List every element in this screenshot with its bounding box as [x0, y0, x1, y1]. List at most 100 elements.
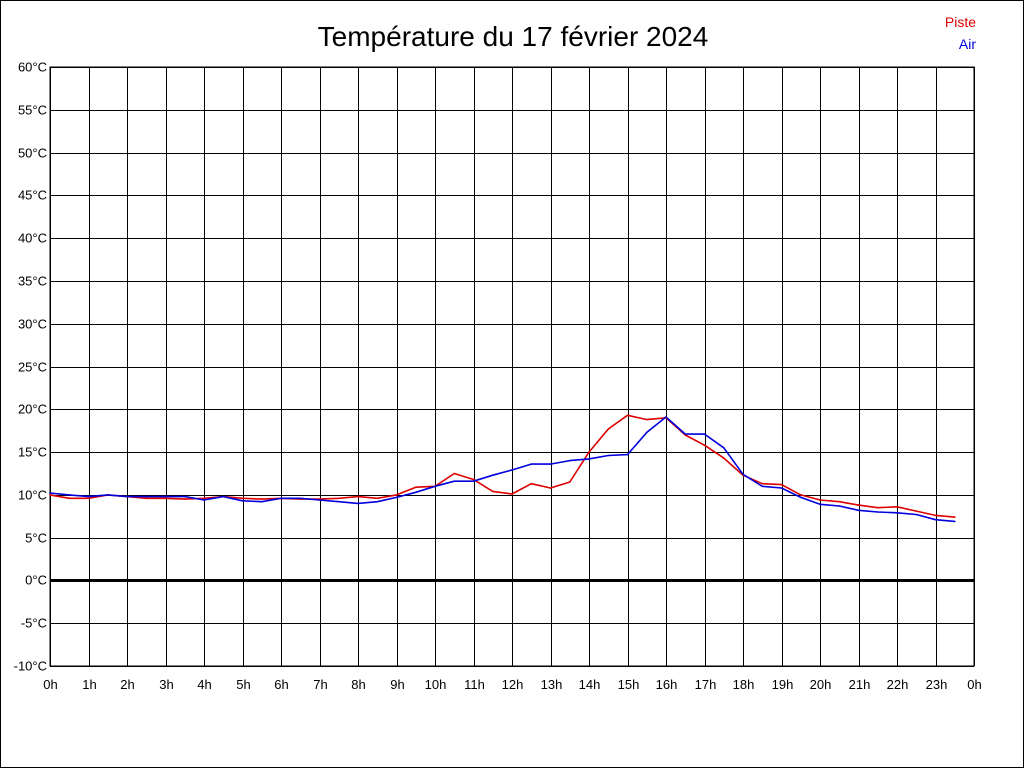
- data-point-piste: [549, 487, 552, 489]
- data-point-air: [318, 499, 321, 501]
- y-tick-label: 40°C: [18, 231, 47, 246]
- chart-title: Température du 17 février 2024: [318, 21, 709, 52]
- data-point-air: [511, 469, 513, 471]
- x-tick-label: 13h: [541, 677, 563, 692]
- data-point-air: [646, 431, 648, 434]
- series-points: [49, 414, 956, 523]
- legend-entry-piste: Piste: [945, 14, 976, 30]
- data-point-piste: [703, 444, 706, 447]
- data-point-air: [395, 496, 398, 499]
- x-tick-label: 10h: [425, 677, 447, 692]
- data-point-air: [453, 480, 456, 483]
- data-point-air: [896, 512, 898, 514]
- x-tick-label: 0h: [967, 677, 981, 692]
- data-point-air: [588, 458, 590, 460]
- data-point-piste: [761, 482, 764, 485]
- data-point-air: [684, 433, 687, 435]
- data-point-piste: [857, 504, 860, 506]
- data-point-air: [665, 416, 667, 418]
- x-tick-label: 5h: [236, 677, 250, 692]
- data-point-air: [569, 459, 571, 462]
- data-point-air: [800, 496, 802, 499]
- x-tick-label: 23h: [926, 677, 948, 692]
- x-tick-label: 2h: [120, 677, 134, 692]
- data-point-piste: [395, 494, 398, 496]
- data-point-piste: [819, 499, 821, 501]
- data-point-air: [107, 494, 109, 496]
- data-point-piste: [780, 483, 783, 486]
- data-point-air: [203, 499, 205, 501]
- data-point-air: [915, 513, 918, 516]
- series-line-air: [49, 416, 955, 523]
- y-tick-label: 0°C: [25, 573, 47, 588]
- data-point-air: [723, 447, 725, 449]
- data-point-air: [742, 473, 744, 476]
- y-tick-label: 25°C: [18, 360, 47, 375]
- data-point-air: [164, 495, 167, 498]
- data-point-air: [626, 453, 629, 456]
- x-tick-label: 9h: [390, 677, 404, 692]
- data-point-piste: [492, 490, 494, 493]
- data-point-piste: [626, 414, 629, 417]
- data-point-air: [549, 463, 552, 465]
- data-point-piste: [376, 497, 379, 500]
- y-tick-label: 60°C: [18, 60, 47, 75]
- x-tick-label: 16h: [656, 677, 678, 692]
- x-tick-label: 3h: [159, 677, 173, 692]
- data-point-air: [261, 500, 263, 503]
- data-point-piste: [954, 516, 956, 518]
- y-tick-label: -5°C: [21, 616, 47, 631]
- data-point-air: [703, 433, 706, 435]
- data-point-air: [280, 497, 282, 500]
- data-point-piste: [588, 451, 590, 453]
- data-point-piste: [453, 472, 456, 475]
- data-point-air: [780, 487, 783, 489]
- data-point-piste: [511, 493, 513, 495]
- y-axis-ticks: 60°C 55°C 50°C 45°C 40°C 35°C 30°C 25°C 20°C 15°C…: [14, 60, 47, 674]
- data-point-piste: [877, 506, 879, 509]
- x-tick-label: 15h: [618, 677, 640, 692]
- data-point-air: [87, 495, 90, 498]
- data-point-piste: [357, 495, 359, 498]
- data-point-air: [877, 511, 879, 513]
- data-point-piste: [145, 497, 148, 500]
- legend-entry-air: Air: [959, 36, 976, 52]
- data-point-air: [299, 497, 302, 500]
- data-point-piste: [415, 486, 417, 489]
- data-point-piste: [241, 497, 244, 500]
- data-point-piste: [915, 510, 918, 512]
- data-point-piste: [838, 500, 841, 503]
- series-lines: [49, 414, 955, 523]
- x-tick-label: 22h: [887, 677, 909, 692]
- x-axis-ticks: 0h 1h 2h 3h 4h 5h 6h 7h 8h 9h 10h 11h 12h 13h 14h 15h 16…: [43, 677, 981, 692]
- data-point-piste: [49, 494, 51, 496]
- y-tick-label: 45°C: [18, 188, 47, 203]
- data-point-air: [934, 518, 937, 521]
- data-point-air: [472, 480, 475, 483]
- x-tick-label: 18h: [733, 677, 755, 692]
- data-point-air: [530, 463, 533, 465]
- data-point-piste: [68, 497, 71, 500]
- data-point-air: [241, 500, 244, 502]
- data-point-air: [68, 494, 71, 496]
- data-point-air: [184, 495, 186, 498]
- data-point-air: [954, 520, 956, 523]
- data-point-piste: [800, 494, 802, 496]
- y-tick-label: 35°C: [18, 274, 47, 289]
- data-point-air: [376, 500, 379, 503]
- x-tick-label: 11h: [464, 677, 485, 692]
- data-point-piste: [607, 428, 610, 430]
- x-tick-label: 6h: [274, 677, 288, 692]
- x-tick-label: 4h: [197, 677, 211, 692]
- data-point-piste: [569, 481, 571, 483]
- y-tick-label: 20°C: [18, 402, 47, 417]
- y-tick-label: 50°C: [18, 146, 47, 161]
- data-point-air: [607, 454, 610, 457]
- y-tick-label: 15°C: [18, 445, 47, 460]
- data-point-air: [222, 495, 225, 498]
- data-point-piste: [203, 497, 205, 500]
- x-tick-label: 7h: [313, 677, 327, 692]
- data-point-air: [49, 492, 51, 494]
- data-point-air: [492, 474, 494, 477]
